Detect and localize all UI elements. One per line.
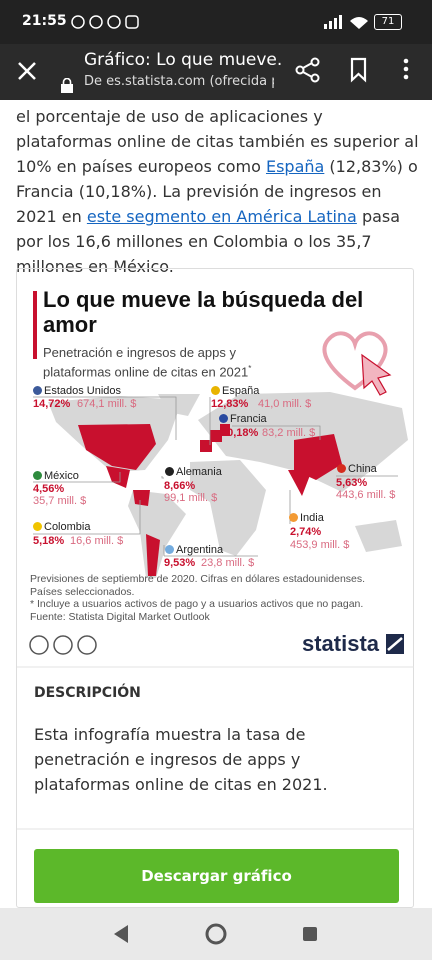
- flag-icon: [33, 522, 42, 531]
- country-name: Francia: [230, 413, 267, 425]
- notification-icons: [71, 15, 139, 29]
- country-name: México: [44, 470, 79, 482]
- footnote-mark: *: [248, 364, 252, 373]
- clock: 21:55: [22, 13, 67, 29]
- flag-icon: [33, 386, 42, 395]
- flag-icon: [289, 513, 298, 522]
- note: Fuente: Statista Digital Market Outlook: [30, 610, 210, 623]
- heart-icon: [322, 331, 392, 396]
- statista-logo: statista: [302, 631, 380, 656]
- link[interactable]: este segmento en América Latina: [86, 207, 357, 226]
- revenue: 23,8 mill. $: [201, 557, 255, 569]
- battery: 71: [374, 14, 402, 30]
- revenue: 16,6 mill. $: [70, 535, 124, 547]
- menu-button[interactable]: [398, 56, 414, 84]
- flag-icon: [165, 467, 174, 476]
- link[interactable]: España: [265, 157, 325, 176]
- text: el porcentaje de uso de aplicaciones y p…: [16, 107, 419, 176]
- home-button[interactable]: [205, 923, 227, 945]
- bookmark-button[interactable]: [348, 56, 370, 84]
- infographic-title: Lo que mueve la búsqueda del amor: [43, 287, 364, 337]
- penetration-rate: 4,56%: [33, 483, 65, 495]
- status-bar: 21:55 71: [0, 0, 432, 44]
- page-title: Gráfico: Lo que mueve...: [84, 50, 284, 70]
- signal-icons: [324, 15, 368, 29]
- browser-toolbar: Gráfico: Lo que mueve... De es.statista.…: [0, 44, 432, 100]
- statista-logo-mark: [386, 634, 404, 654]
- flag-icon: [211, 386, 220, 395]
- country-name: China: [348, 463, 377, 475]
- revenue: 83,2 mill. $: [262, 427, 316, 439]
- revenue: 674,1 mill. $: [77, 398, 137, 410]
- penetration-rate: 12,83%: [211, 398, 249, 410]
- recents-button[interactable]: [303, 927, 317, 941]
- country-name: Alemania: [176, 466, 222, 478]
- note: Países seleccionados.: [30, 585, 135, 598]
- country-name: Colombia: [44, 521, 91, 533]
- revenue: 41,0 mill. $: [258, 398, 312, 410]
- download-button[interactable]: Descargar gráfico: [34, 849, 399, 903]
- description-heading: DESCRIPCIÓN: [34, 685, 141, 701]
- description-text: Esta infografía muestra la tasa de penet…: [34, 725, 328, 794]
- flag-icon: [337, 464, 346, 473]
- navigation-bar: [0, 908, 432, 960]
- share-button[interactable]: [294, 56, 322, 84]
- flag-icon: [33, 471, 42, 480]
- penetration-rate: 14,72%: [33, 398, 71, 410]
- license-icons: [29, 635, 97, 655]
- penetration-rate: 2,74%: [290, 526, 322, 538]
- penetration-rate: 5,18%: [33, 535, 65, 547]
- connector-lines: [33, 396, 398, 557]
- flag-icon: [165, 545, 174, 554]
- country-name: Estados Unidos: [44, 385, 122, 397]
- text: pasa por los 16,6 millones en Colombia o…: [16, 207, 401, 276]
- notes: Previsiones de septiembre de 2020. Cifra…: [30, 573, 400, 623]
- title-accent: [33, 291, 37, 359]
- penetration-rate: 5,63%: [336, 477, 368, 489]
- country-name: Argentina: [176, 544, 224, 556]
- note: Previsiones de septiembre de 2020. Cifra…: [30, 573, 366, 585]
- text: (12,83%) o Francia (10,18%). La previsió…: [16, 157, 418, 226]
- article-paragraph: el porcentaje de uso de aplicaciones y p…: [16, 104, 420, 279]
- penetration-rate: 9,53%: [164, 557, 196, 569]
- close-button[interactable]: [16, 60, 38, 82]
- infographic-subtitle: Penetración e ingresos de apps y platafo…: [43, 345, 273, 380]
- revenue: 99,1 mill. $: [164, 492, 218, 504]
- highlighted-countries: [78, 424, 342, 576]
- revenue: 443,6 mill. $: [336, 489, 396, 501]
- infographic-card: [16, 268, 414, 908]
- revenue: 453,9 mill. $: [290, 539, 350, 551]
- revenue: 35,7 mill. $: [33, 495, 87, 507]
- country-name: España: [222, 385, 260, 397]
- subtitle-text: Penetración e ingresos de apps y platafo…: [43, 345, 249, 380]
- flag-icon: [219, 414, 228, 423]
- penetration-rate: 8,66%: [164, 480, 196, 492]
- country-name: India: [300, 512, 324, 524]
- penetration-rate: 10,18%: [221, 427, 259, 439]
- lock-icon: [61, 78, 73, 93]
- page-url: De es.statista.com (ofrecida por: [84, 74, 274, 89]
- nav-buttons: [114, 923, 317, 945]
- back-button[interactable]: [114, 925, 128, 943]
- note: * Incluye a usuarios activos de pago y a…: [30, 598, 364, 610]
